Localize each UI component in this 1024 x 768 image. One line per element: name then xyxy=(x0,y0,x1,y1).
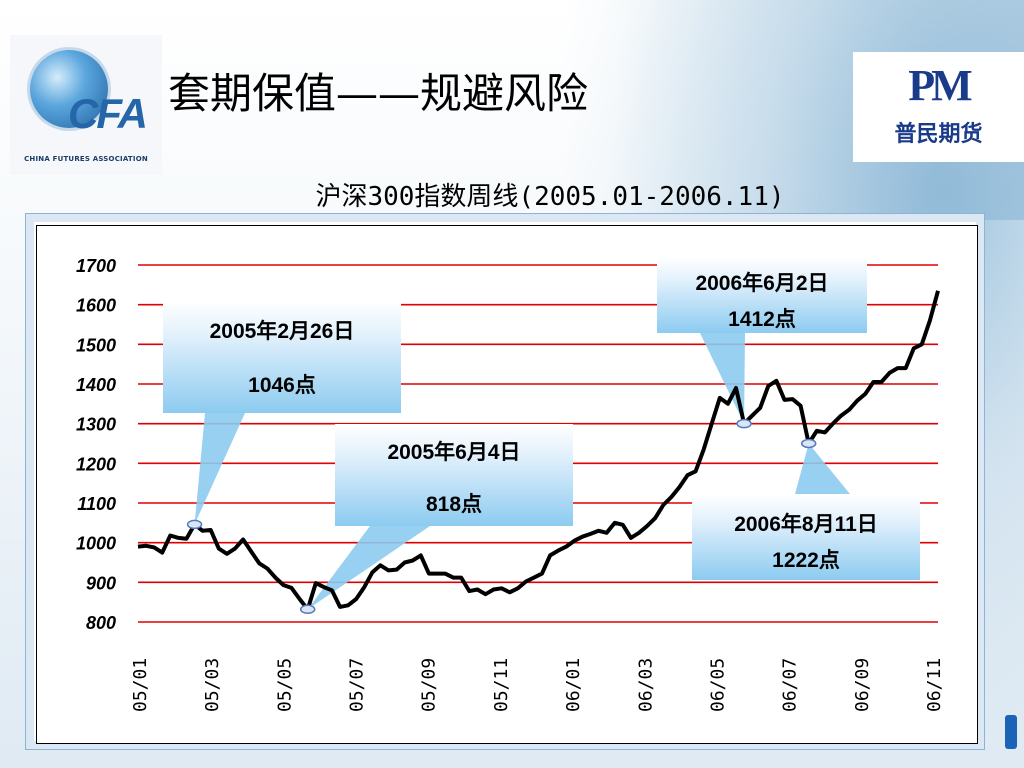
callout-pointer xyxy=(795,443,850,494)
y-tick-label: 1600 xyxy=(76,296,116,316)
y-tick-label: 800 xyxy=(86,613,116,633)
callout-feb-2005: 2005年2月26日 1046点 xyxy=(163,301,401,413)
callout-date: 2005年6月4日 xyxy=(387,441,521,464)
page-tab xyxy=(1005,715,1017,749)
pm-logo-mark: PM xyxy=(908,61,972,110)
callout-value: 818点 xyxy=(425,493,483,516)
callout-pointer xyxy=(700,333,745,424)
callout-date: 2006年8月11日 xyxy=(734,513,878,536)
callout-value: 1412点 xyxy=(728,308,796,331)
callout-value: 1222点 xyxy=(772,549,840,572)
y-tick-label: 1000 xyxy=(76,534,116,554)
globe-icon xyxy=(30,50,108,128)
x-tick-label: 06/09 xyxy=(852,658,873,712)
y-tick-layer: 800 900 1000 1100 1200 1300 1400 1500 1600 1700 xyxy=(76,256,116,633)
callout-date: 2005年2月26日 xyxy=(209,320,355,343)
y-tick-label: 900 xyxy=(86,573,116,593)
callout-pointer-layer xyxy=(194,333,850,610)
x-tick-label: 05/03 xyxy=(202,658,223,712)
cfa-logo: CFA CHINA FUTURES ASSOCIATION xyxy=(10,35,162,175)
pm-logo-name: 普民期货 xyxy=(894,122,983,147)
y-tick-label: 1500 xyxy=(76,335,116,355)
x-tick-label: 06/05 xyxy=(707,658,728,712)
y-tick-label: 1200 xyxy=(76,454,116,474)
x-tick-label: 06/07 xyxy=(780,658,801,712)
y-tick-label: 1700 xyxy=(76,256,116,276)
y-tick-label: 1300 xyxy=(76,415,116,435)
x-tick-label: 05/11 xyxy=(491,658,512,712)
annotation-marker xyxy=(186,519,203,530)
cfa-logo-caption: CHINA FUTURES ASSOCIATION xyxy=(24,155,148,163)
x-tick-label: 05/01 xyxy=(130,658,151,712)
pm-logo: PM 普民期货 xyxy=(853,52,1024,162)
callout-jun-2006: 2006年6月2日 1412点 xyxy=(657,257,867,333)
y-tick-label: 1400 xyxy=(76,375,116,395)
x-tick-label: 05/09 xyxy=(419,658,440,712)
x-tick-label: 06/11 xyxy=(924,658,945,712)
chart-title: 沪深300指数周线(2005.01-2006.11) xyxy=(315,182,785,212)
callout-value: 1046点 xyxy=(248,374,316,397)
y-tick-label: 1100 xyxy=(77,494,116,514)
slide-title: 套期保值——规避风险 xyxy=(168,69,589,118)
callout-aug-2006: 2006年8月11日 1222点 xyxy=(692,494,920,580)
x-tick-label: 06/03 xyxy=(635,658,656,712)
x-tick-label: 05/05 xyxy=(274,658,295,712)
callout-pointer xyxy=(194,413,245,525)
x-tick-label: 06/01 xyxy=(563,658,584,712)
annotation-marker xyxy=(800,438,817,449)
x-tick-layer: 05/01 05/03 05/05 05/07 05/09 05/11 06/01 06/03… xyxy=(130,658,945,712)
marker-layer xyxy=(186,418,817,615)
annotation-marker xyxy=(299,604,316,615)
callout-jun-2005: 2005年6月4日 818点 xyxy=(335,424,573,526)
cfa-logo-text: CFA xyxy=(68,90,148,137)
annotation-marker xyxy=(736,418,752,429)
callout-date: 2006年6月2日 xyxy=(695,272,829,295)
series-line xyxy=(137,290,940,612)
x-tick-label: 05/07 xyxy=(347,658,368,712)
callout-pointer xyxy=(307,526,430,610)
